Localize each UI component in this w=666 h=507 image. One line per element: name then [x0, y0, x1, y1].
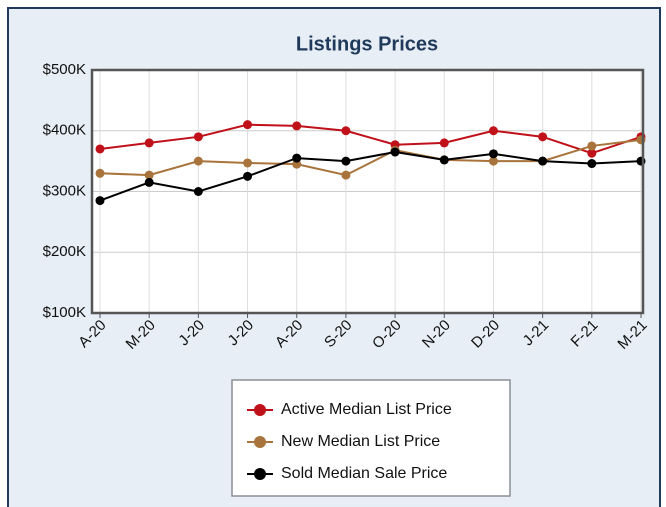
data-point [144, 177, 154, 187]
legend-label: New Median List Price [281, 433, 440, 450]
legend [231, 379, 511, 497]
y-tick-label: $400K [43, 122, 86, 139]
y-tick-label: $300K [43, 182, 86, 199]
data-point [95, 144, 105, 154]
data-point [587, 159, 597, 169]
series-line [99, 150, 642, 202]
data-point [439, 155, 449, 165]
data-point [95, 196, 105, 206]
data-point [538, 156, 548, 166]
series-line [99, 123, 642, 155]
legend-marker [254, 436, 266, 448]
data-point [144, 138, 154, 148]
data-point [341, 126, 351, 136]
data-point [144, 170, 154, 180]
data-point [341, 156, 351, 166]
legend-label: Sold Median Sale Price [281, 465, 447, 482]
legend-marker [254, 404, 266, 416]
marks [95, 120, 646, 206]
data-point [587, 141, 597, 151]
legend-marker [254, 468, 266, 480]
data-point [292, 153, 302, 163]
data-point [292, 121, 302, 131]
data-point [243, 120, 253, 130]
data-point [341, 170, 351, 180]
data-point [95, 168, 105, 178]
data-point [193, 132, 203, 142]
data-point [390, 147, 400, 157]
legend-label: Active Median List Price [281, 401, 452, 418]
data-point [587, 148, 597, 158]
y-tick-label: $200K [43, 243, 86, 260]
data-point [439, 138, 449, 148]
data-point [488, 126, 498, 136]
legend-entries: Active Median List Price New Median List … [247, 401, 452, 482]
plot-border [90, 68, 645, 315]
y-tick-label: $500K [43, 61, 86, 78]
data-point [243, 158, 253, 168]
data-point [488, 156, 498, 166]
chart-title: Listings Prices [296, 33, 438, 55]
data-point [538, 132, 548, 142]
data-point [243, 171, 253, 181]
series-line [99, 138, 642, 177]
data-point [488, 149, 498, 159]
data-point [193, 156, 203, 166]
data-point [193, 187, 203, 196]
y-tick-label: $100K [43, 304, 86, 321]
